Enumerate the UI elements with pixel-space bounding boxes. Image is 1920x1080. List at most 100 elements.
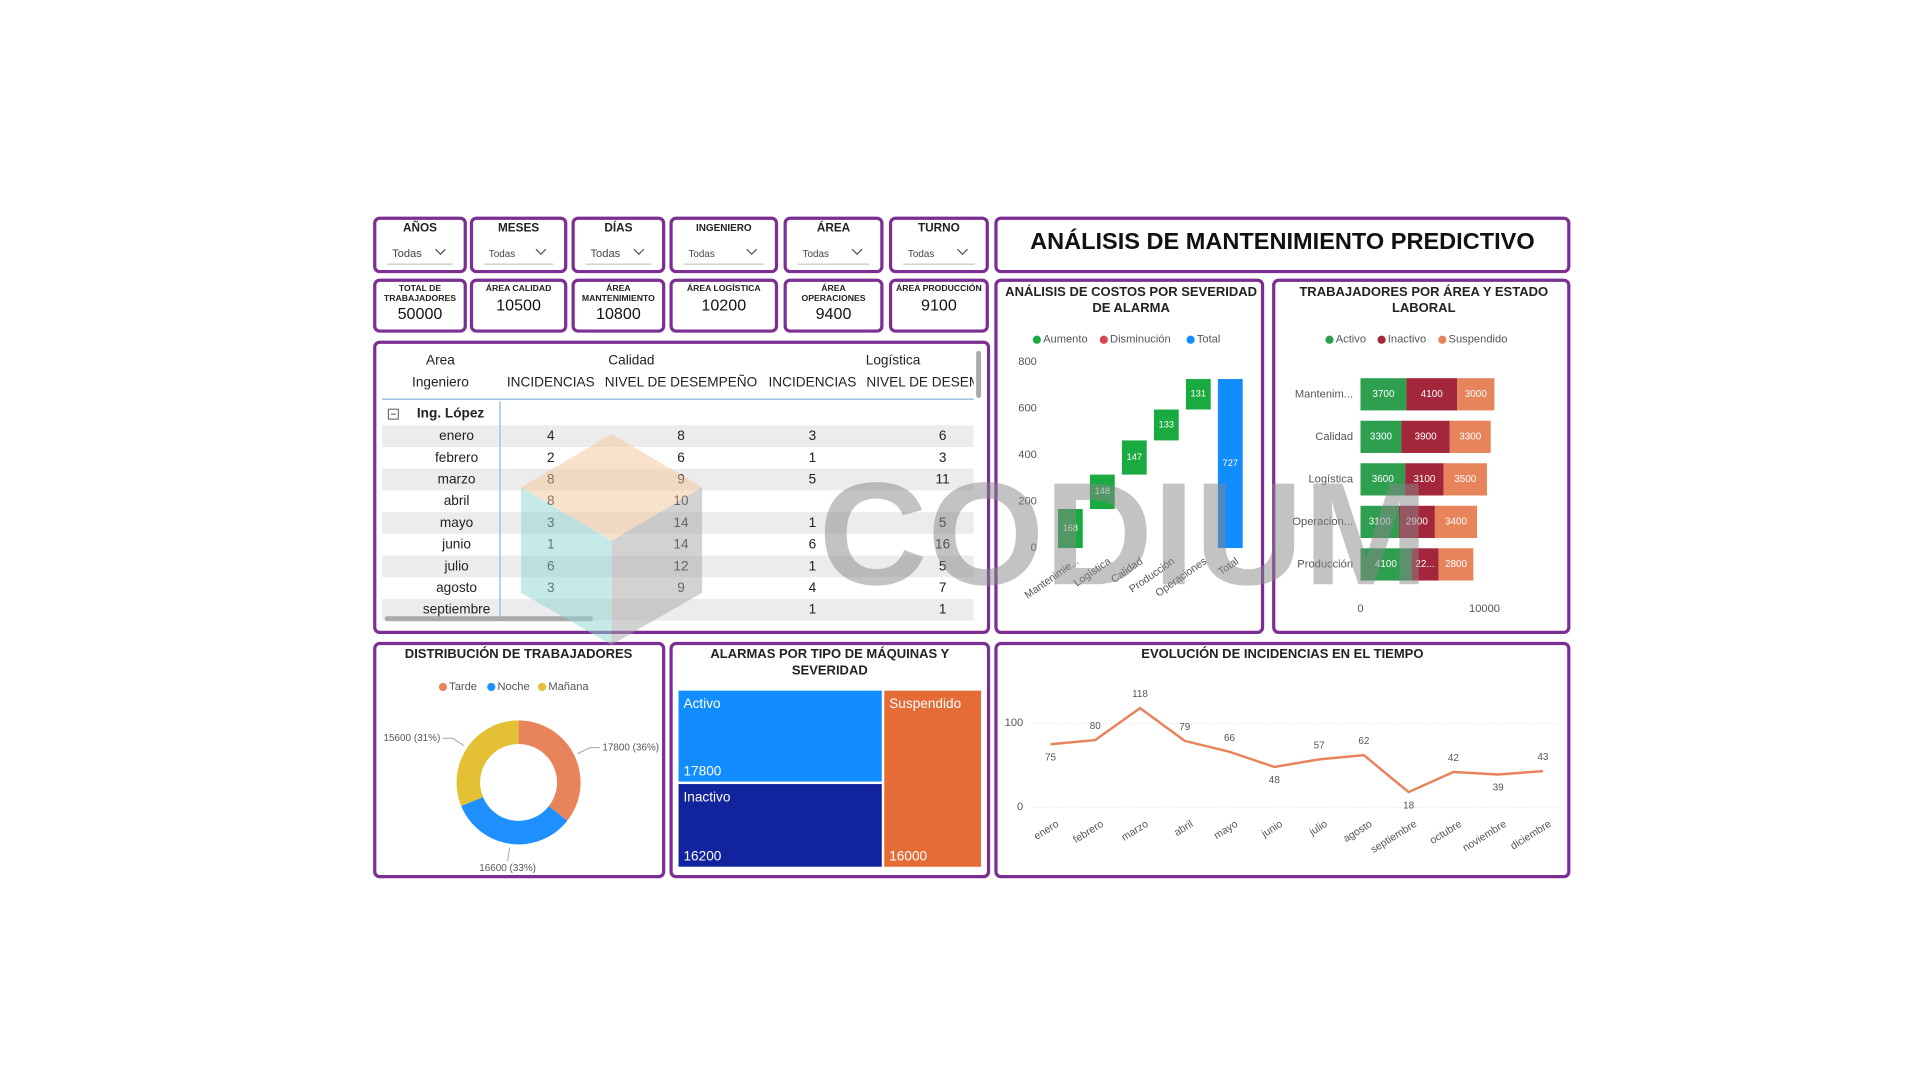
bar-segment — [1438, 548, 1474, 581]
table-cell: 6 — [677, 450, 685, 465]
table-cell: 3 — [809, 428, 817, 443]
bar-value-label: 22... — [1415, 559, 1434, 570]
table-cell: 4 — [547, 428, 555, 443]
table-corner: Ingeniero — [412, 375, 469, 390]
bar-value-label: 4100 — [1421, 389, 1444, 400]
bar-value-label: 727 — [1223, 458, 1239, 468]
filter-value: Todas — [392, 248, 422, 260]
table-row-label: marzo — [438, 471, 476, 486]
kpi-label: OPERACIONES — [802, 293, 866, 303]
filter-slicer[interactable] — [669, 216, 779, 274]
chart-title: ALARMAS POR TIPO DE MÁQUINAS Y — [710, 646, 949, 661]
kpi-card — [669, 278, 779, 333]
donut-slice — [456, 720, 519, 806]
y-tick-label: 400 — [1018, 449, 1037, 461]
chart-panel — [1272, 278, 1571, 634]
data-label: 18 — [1403, 800, 1415, 811]
table-row-label: febrero — [435, 450, 478, 465]
y-tick-label: 0 — [1031, 542, 1037, 554]
filter-slicer[interactable] — [783, 216, 884, 274]
kpi-label: ÁREA PRODUCCIÓN — [896, 282, 982, 293]
legend-marker — [1325, 335, 1334, 344]
bar-value-label: 3100 — [1413, 474, 1436, 485]
bar-value-label: 148 — [1095, 486, 1111, 496]
bar-segment — [1398, 505, 1435, 539]
filter-slicer[interactable] — [373, 216, 467, 274]
kpi-value: 10800 — [596, 305, 641, 323]
filter-label: AÑOS — [403, 221, 437, 234]
table-row-label: mayo — [440, 515, 473, 530]
title-card — [994, 216, 1571, 274]
legend-marker — [1032, 335, 1041, 344]
bar-segment — [1360, 463, 1406, 496]
chart-title: DE ALARMA — [1092, 300, 1170, 315]
table-row-label: julio — [443, 558, 468, 573]
table-row-label: abril — [444, 493, 470, 508]
bar-value-label: 2900 — [1406, 517, 1429, 528]
dropdown-chevron — [851, 248, 863, 256]
chart-title: EVOLUCIÓN DE INCIDENCIAS EN EL TIEMPO — [1141, 646, 1423, 661]
donut-slice — [518, 720, 581, 821]
table-group-header: Logística — [866, 352, 921, 367]
filter-value: Todas — [590, 248, 620, 260]
table-row-label: enero — [439, 428, 474, 443]
increase-bar — [1121, 440, 1147, 475]
y-tick-label: Mantenim... — [1295, 388, 1353, 400]
y-tick-label: 200 — [1018, 496, 1037, 508]
vertical-scrollbar[interactable] — [976, 350, 982, 399]
bar-segment — [1360, 378, 1407, 411]
bar-value-label: 2800 — [1445, 559, 1468, 570]
bar-value-label: 3700 — [1372, 389, 1395, 400]
bar-value-label: 3100 — [1369, 517, 1392, 528]
y-tick-label: Producción — [1297, 558, 1353, 570]
table-column-header: INCIDENCIAS — [769, 375, 857, 390]
data-label: 43 — [1537, 752, 1549, 763]
dropdown-chevron — [435, 248, 446, 256]
y-tick-label: Calidad — [1315, 431, 1353, 443]
table-column-header: NIVEL DE DESEMPEÑO — [605, 375, 757, 390]
bar-value-label: 133 — [1159, 419, 1175, 429]
data-label: 62 — [1358, 736, 1370, 747]
filter-slicer[interactable] — [571, 216, 666, 274]
data-label: 48 — [1269, 775, 1281, 786]
y-tick-label: 100 — [1005, 717, 1024, 729]
kpi-label: MANTENIMIENTO — [582, 293, 655, 303]
kpi-value: 10200 — [701, 297, 746, 315]
data-label: 79 — [1179, 722, 1191, 733]
table-cell: 11 — [936, 471, 950, 486]
collapse-icon — [387, 408, 399, 420]
filter-slicer[interactable] — [469, 216, 568, 274]
data-label: 17800 (36%) — [602, 742, 659, 753]
treemap-tile — [884, 690, 982, 867]
table-row-label: agosto — [436, 580, 477, 595]
kpi-value: 9100 — [921, 297, 957, 315]
chart-title: DISTRIBUCIÓN DE TRABAJADORES — [405, 646, 633, 661]
table-cell: 1 — [809, 558, 817, 573]
tile-value: 16200 — [683, 848, 721, 863]
legend-marker — [487, 682, 496, 692]
bar-value-label: 3000 — [1465, 389, 1488, 400]
bar-segment — [1360, 505, 1399, 539]
treemap-tile — [678, 690, 882, 782]
data-label: 16600 (33%) — [479, 863, 536, 874]
table-column-header: NIVEL DE DESEMPEÑO — [866, 375, 1018, 390]
y-tick-label: 800 — [1018, 356, 1037, 368]
table-group-header: Calidad — [608, 352, 654, 367]
legend-marker — [1186, 335, 1195, 344]
kpi-value: 50000 — [398, 305, 443, 323]
chart-title: SEVERIDAD — [792, 662, 868, 677]
data-label: 118 — [1132, 689, 1148, 700]
legend-marker — [1377, 335, 1386, 344]
bar-segment — [1434, 505, 1478, 539]
filter-label: MESES — [498, 221, 539, 234]
kpi-card — [888, 278, 989, 333]
bar-value-label: 3500 — [1454, 474, 1477, 485]
kpi-value: 10500 — [496, 297, 541, 315]
kpi-card — [373, 278, 467, 333]
horizontal-scrollbar[interactable] — [384, 616, 593, 622]
table-cell: 6 — [809, 537, 817, 552]
filter-slicer[interactable] — [888, 216, 989, 274]
data-label: 42 — [1448, 753, 1460, 764]
table-cell: 1 — [809, 450, 817, 465]
table-cell: 5 — [939, 515, 947, 530]
